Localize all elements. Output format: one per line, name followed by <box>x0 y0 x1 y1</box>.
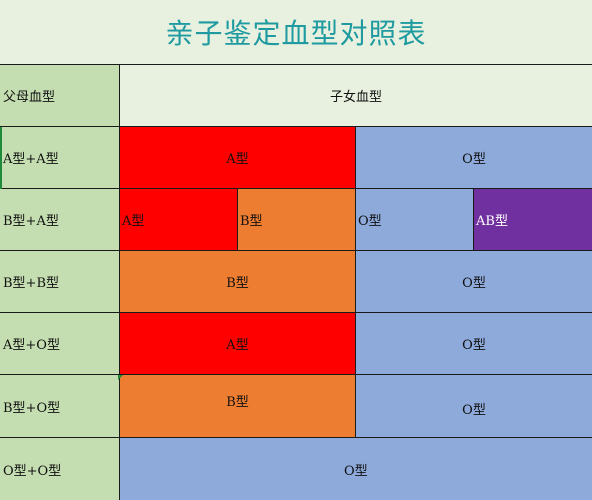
row-o-o-child-o[interactable]: O型 <box>120 438 592 500</box>
row-a-o-child-a[interactable]: A型 <box>120 313 356 375</box>
row-b-a-child-b[interactable]: B型 <box>238 189 356 251</box>
row-b-a-child-o[interactable]: O型 <box>356 189 474 251</box>
header-child-blood-type[interactable]: 子女血型 <box>120 65 592 127</box>
row-b-a-child-ab[interactable]: AB型 <box>474 189 592 251</box>
row-b-a-parents[interactable]: B型+A型 <box>0 189 120 251</box>
active-cell-indicator <box>0 127 2 189</box>
row-a-a-child-a[interactable]: A型 <box>120 127 356 189</box>
row-b-o-child-o[interactable]: O型 <box>356 375 592 438</box>
row-o-o-parents[interactable]: O型+O型 <box>0 438 120 500</box>
row-b-b-child-b[interactable]: B型 <box>120 251 356 313</box>
table-title: 亲子鉴定血型对照表 <box>0 0 592 65</box>
header-parent-blood-type[interactable]: 父母血型 <box>0 65 120 127</box>
cell-error-marker <box>118 375 123 380</box>
row-b-b-child-o[interactable]: O型 <box>356 251 592 313</box>
row-b-o-child-b[interactable]: B型 <box>120 375 356 438</box>
row-b-o-parents[interactable]: B型+O型 <box>0 375 120 438</box>
row-a-o-parents[interactable]: A型+O型 <box>0 313 120 375</box>
row-b-b-parents[interactable]: B型+B型 <box>0 251 120 313</box>
row-a-a-parents[interactable]: A型+A型 <box>0 127 120 189</box>
row-a-o-child-o[interactable]: O型 <box>356 313 592 375</box>
row-a-a-child-o[interactable]: O型 <box>356 127 592 189</box>
row-b-a-child-a[interactable]: A型 <box>120 189 238 251</box>
